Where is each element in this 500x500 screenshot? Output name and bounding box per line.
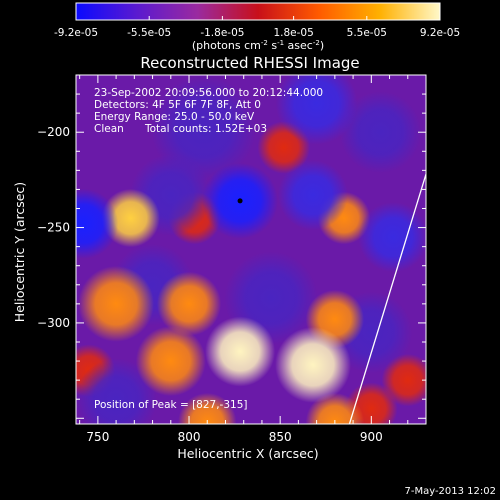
emission-blob: [178, 392, 237, 424]
colorbar-gradient: [75, 2, 441, 21]
colorbar-tick-label: 1.8e-05: [273, 27, 313, 39]
footer-date: 7-May-2013 12:02: [404, 486, 496, 497]
info-clean-label: Clean: [94, 123, 124, 135]
y-axis-label: Heliocentric Y (arcsec): [12, 182, 27, 322]
negative-blob: [339, 91, 422, 174]
x-tick-label: 800: [178, 430, 201, 444]
info-energy-range: Energy Range: 25.0 - 50.0 keV: [94, 111, 255, 123]
solar-limb-line: [348, 173, 426, 424]
colorbar-tick-label: -1.8e-05: [200, 27, 244, 39]
plot-area: 750 800 850 900 −200 −250 −300: [37, 74, 427, 444]
emission-blob: [275, 326, 351, 403]
plot-frame: [75, 74, 427, 425]
colorbar-tick-label: -9.2e-05: [54, 27, 98, 39]
colorbar-ticks: -9.2e-05 -5.5e-05 -1.8e-05 1.8e-05 5.5e-05 9.…: [54, 16, 460, 39]
emission-blob: [205, 316, 276, 387]
x-tick-label: 900: [360, 430, 383, 444]
info-total-counts: Total counts: 1.52E+03: [144, 123, 267, 135]
colorbar-tick-label: -5.5e-05: [127, 27, 171, 39]
info-panel: 23-Sep-2002 20:09:56.000 to 20:12:44.000…: [94, 87, 323, 135]
negative-blob: [76, 358, 157, 424]
x-tick-label: 850: [269, 430, 292, 444]
negative-blob: [76, 188, 119, 259]
peak-marker: [237, 198, 243, 204]
axis-ticks: 750 800 850 900 −200 −250 −300: [37, 74, 427, 444]
peak-position-text: Position of Peak = [827,-315]: [94, 399, 248, 411]
emission-blob: [156, 271, 222, 336]
x-axis-label: Heliocentric X (arcsec): [177, 446, 318, 461]
negative-blob: [151, 75, 257, 181]
y-tick-label: −200: [37, 125, 70, 139]
colorbar-tick-label: 5.5e-05: [347, 27, 387, 39]
chart-title: Reconstructed RHESSI Image: [140, 54, 359, 72]
negative-blob: [277, 160, 348, 231]
colorbar-tick-label: 9.2e-05: [420, 27, 460, 39]
info-time-range: 23-Sep-2002 20:09:56.000 to 20:12:44.000: [94, 87, 323, 99]
negative-blob: [275, 75, 358, 145]
x-tick-label: 750: [86, 430, 109, 444]
y-tick-label: −300: [37, 316, 70, 330]
negative-blob: [358, 202, 426, 273]
colorbar-unit-label: (photons cm-2 s-1 asec-2): [192, 39, 324, 52]
emission-blob: [135, 326, 206, 397]
colorbar: -9.2e-05 -5.5e-05 -1.8e-05 1.8e-05 5.5e-05 9.…: [54, 2, 460, 52]
info-detectors: Detectors: 4F 5F 6F 7F 8F, Att 0: [94, 99, 261, 111]
heatmap: [76, 75, 426, 424]
y-tick-label: −250: [37, 221, 70, 235]
emission-blob: [78, 265, 155, 342]
